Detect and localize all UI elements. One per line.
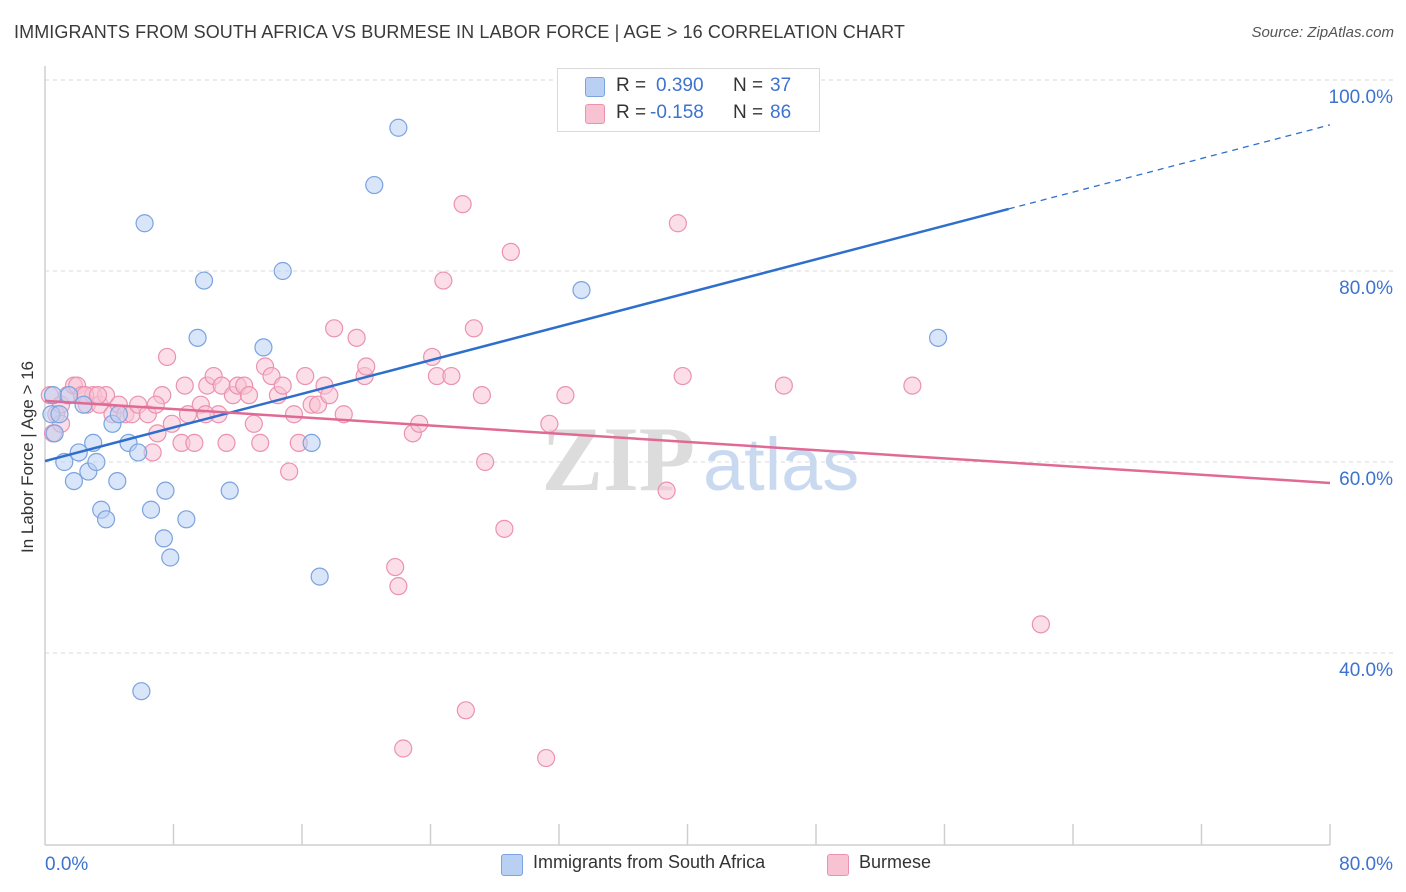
burmese-point: [157, 347, 177, 367]
south-africa-point: [45, 424, 64, 443]
burmese-point: [146, 395, 165, 414]
south-africa-point: [177, 510, 196, 529]
blue-swatch: [585, 77, 605, 97]
source-label: Source: ZipAtlas.com: [1251, 24, 1394, 41]
r-label: R =: [616, 102, 647, 123]
r-value: -0.158: [650, 102, 704, 123]
burmese-point: [88, 386, 108, 405]
legend-label: Burmese: [859, 852, 932, 872]
south-africa-point: [132, 682, 151, 701]
burmese-point: [1031, 615, 1050, 634]
south-africa-point: [254, 338, 273, 357]
south-africa-point: [64, 472, 84, 491]
burmese-point: [325, 319, 344, 338]
burmese-point: [239, 386, 259, 405]
south-africa-point: [87, 452, 106, 472]
south-africa-point: [154, 529, 173, 548]
south-africa-point: [188, 328, 207, 347]
burmese-point: [251, 433, 270, 452]
burmese-point: [442, 366, 461, 386]
burmese-point: [347, 328, 366, 347]
burmese-point: [284, 405, 304, 424]
legend-blue-swatch: [501, 854, 523, 876]
south-africa-point: [928, 328, 948, 347]
south-africa-point: [96, 510, 116, 529]
burmese-point: [389, 577, 408, 596]
burmese-point: [464, 319, 483, 338]
burmese-point: [244, 414, 263, 433]
x-tick-label: 80.0%: [1339, 854, 1393, 875]
y-axis-label: In Labor Force | Age > 16: [18, 360, 37, 554]
stats-box: R = 0.390 N = 37 R = -0.158 N = 86: [557, 68, 820, 132]
burmese-points: [40, 195, 1050, 768]
burmese-point: [273, 376, 292, 395]
burmese-point: [453, 195, 472, 214]
burmese-point: [280, 462, 299, 481]
r-label: R =: [616, 75, 647, 96]
r-value: 0.390: [656, 75, 704, 96]
south-africa-point: [220, 481, 239, 500]
south-africa-point: [273, 261, 292, 281]
tick-labels: 40.0% 60.0% 80.0% 100.0% 0.0% 80.0%: [45, 87, 1393, 875]
south-africa-point: [135, 214, 154, 233]
south-africa-point: [141, 500, 161, 519]
south-africa-point: [194, 271, 214, 290]
south-africa-point: [50, 405, 69, 424]
n-value: 37: [770, 75, 792, 96]
y-tick-label: 80.0%: [1339, 278, 1393, 299]
burmese-point: [774, 376, 793, 395]
south-africa-point: [156, 481, 175, 500]
burmese-point: [296, 366, 315, 386]
burmese-point: [501, 242, 520, 261]
chart-title: IMMIGRANTS FROM SOUTH AFRICA VS BURMESE …: [14, 22, 905, 42]
burmese-point: [668, 214, 687, 233]
south-africa-trendline: [44, 207, 1010, 463]
south-africa-point: [572, 281, 591, 300]
south-africa-point: [310, 567, 329, 586]
grid-lines: [45, 79, 1395, 654]
n-label: N =: [733, 102, 764, 123]
burmese-point: [673, 366, 692, 386]
burmese-point: [434, 271, 453, 290]
burmese-point: [537, 748, 556, 768]
burmese-point: [456, 701, 475, 720]
burmese-point: [657, 481, 676, 500]
burmese-point: [540, 414, 559, 433]
south-africa-trendline-extension: [1008, 124, 1331, 210]
axes: [44, 66, 1331, 846]
y-tick-label: 40.0%: [1339, 660, 1393, 681]
burmese-point: [175, 376, 194, 395]
burmese-point: [495, 519, 514, 538]
burmese-point: [476, 452, 495, 472]
trendlines: [44, 124, 1331, 485]
south-africa-point: [389, 118, 408, 137]
y-tick-label: 60.0%: [1339, 469, 1393, 490]
legend-label: Immigrants from South Africa: [533, 852, 766, 872]
south-africa-point: [302, 433, 321, 452]
burmese-point: [472, 386, 491, 405]
burmese-point: [357, 357, 376, 376]
burmese-point: [394, 739, 413, 758]
watermark-atlas: atlas: [703, 423, 859, 506]
south-africa-point: [161, 548, 180, 567]
y-tick-label: 100.0%: [1329, 87, 1394, 108]
burmese-point: [217, 433, 236, 452]
legend-pink-swatch: [827, 854, 849, 876]
burmese-point: [903, 376, 922, 395]
south-africa-point: [108, 472, 127, 491]
pink-swatch: [585, 104, 605, 124]
burmese-point: [556, 386, 575, 405]
burmese-point: [386, 557, 405, 577]
n-label: N =: [733, 75, 764, 96]
n-value: 86: [770, 102, 792, 123]
x-tick-label: 0.0%: [45, 854, 88, 875]
south-africa-point: [365, 175, 384, 195]
burmese-point: [185, 433, 204, 452]
south-africa-point: [109, 405, 128, 424]
burmese-trendline: [44, 399, 1331, 485]
south-africa-point: [129, 443, 148, 462]
